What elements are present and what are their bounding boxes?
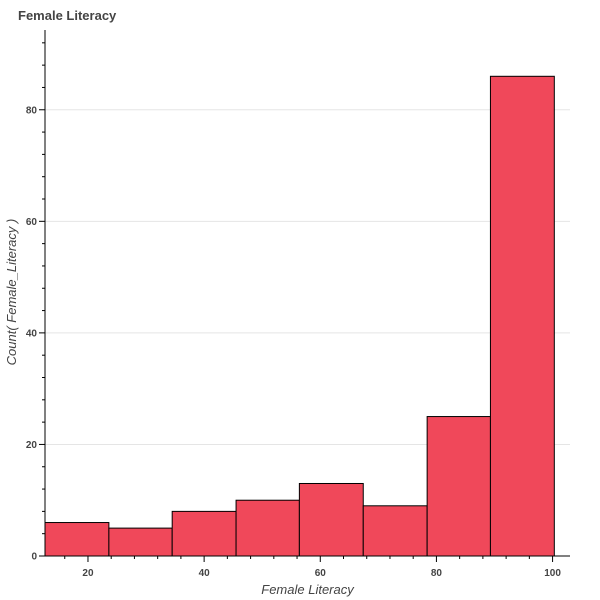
histogram-bar bbox=[235, 499, 300, 557]
histogram-bar bbox=[362, 505, 428, 557]
y-axis-label: Count( Female_Literacy ) bbox=[4, 219, 19, 366]
histogram-bar bbox=[426, 416, 491, 557]
x-tick-label: 40 bbox=[199, 568, 211, 579]
chart-title: Female Literacy bbox=[18, 8, 117, 23]
y-tick-label: 40 bbox=[26, 328, 38, 339]
y-tick-label: 20 bbox=[26, 440, 38, 451]
tick-layer: 20 40 60 80 100 0 20 40 60 80 bbox=[26, 42, 561, 579]
y-tick-label: 0 bbox=[31, 552, 37, 563]
histogram-bar bbox=[108, 527, 173, 557]
x-tick-label: 60 bbox=[315, 568, 327, 579]
bar-layer bbox=[44, 75, 555, 557]
x-axis-label: Female Literacy bbox=[261, 582, 355, 597]
histogram-bar bbox=[489, 75, 555, 557]
x-tick-label: 80 bbox=[431, 568, 443, 579]
y-tick-label: 60 bbox=[26, 217, 38, 228]
histogram-bar bbox=[171, 510, 237, 557]
x-tick-label: 100 bbox=[544, 568, 561, 579]
histogram-bar bbox=[44, 522, 110, 557]
x-tick-label: 20 bbox=[82, 568, 94, 579]
y-tick-label: 80 bbox=[26, 105, 38, 116]
histogram-bar bbox=[298, 482, 364, 557]
